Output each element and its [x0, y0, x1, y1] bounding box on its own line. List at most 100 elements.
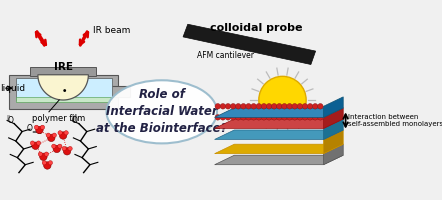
Circle shape	[215, 104, 221, 109]
Text: colloidal probe: colloidal probe	[210, 23, 303, 33]
Polygon shape	[324, 119, 343, 139]
Circle shape	[246, 115, 251, 120]
Circle shape	[32, 142, 39, 149]
Polygon shape	[9, 75, 118, 109]
Polygon shape	[324, 97, 343, 117]
Circle shape	[282, 115, 287, 120]
Circle shape	[53, 145, 61, 153]
Circle shape	[256, 115, 262, 120]
Polygon shape	[16, 78, 112, 100]
Circle shape	[34, 125, 38, 129]
Circle shape	[59, 132, 67, 139]
Circle shape	[259, 76, 306, 124]
Circle shape	[63, 89, 66, 92]
Circle shape	[271, 104, 277, 109]
Circle shape	[63, 148, 71, 155]
Polygon shape	[215, 144, 343, 154]
Text: Interaction between
self-assembled monolayers: Interaction between self-assembled monol…	[348, 114, 442, 127]
Polygon shape	[215, 108, 343, 117]
Circle shape	[307, 104, 313, 109]
Circle shape	[266, 115, 272, 120]
Text: polymer film: polymer film	[31, 114, 85, 123]
Circle shape	[48, 134, 55, 142]
Polygon shape	[183, 24, 316, 64]
Circle shape	[277, 115, 282, 120]
Circle shape	[52, 133, 57, 137]
Polygon shape	[324, 108, 343, 128]
Circle shape	[58, 144, 62, 148]
Circle shape	[58, 131, 62, 135]
Text: Role of
Interfacial Water
at the Biointerface?: Role of Interfacial Water at the Biointe…	[96, 88, 228, 135]
Text: ||: ||	[6, 115, 10, 120]
Circle shape	[240, 104, 246, 109]
Circle shape	[236, 104, 241, 109]
Polygon shape	[215, 155, 343, 165]
Circle shape	[312, 115, 318, 120]
Circle shape	[40, 125, 45, 129]
Circle shape	[230, 115, 236, 120]
Circle shape	[40, 153, 47, 160]
Circle shape	[307, 115, 313, 120]
Circle shape	[44, 162, 51, 169]
Circle shape	[48, 161, 53, 165]
Circle shape	[42, 161, 46, 165]
Circle shape	[266, 104, 272, 109]
Circle shape	[297, 115, 303, 120]
Circle shape	[240, 115, 246, 120]
Circle shape	[230, 104, 236, 109]
Text: O: O	[72, 116, 78, 125]
Circle shape	[30, 141, 34, 145]
Text: AFM cantilever: AFM cantilever	[197, 51, 254, 60]
Text: IRE: IRE	[53, 62, 72, 72]
Circle shape	[215, 115, 221, 120]
Circle shape	[36, 141, 41, 145]
Circle shape	[251, 115, 256, 120]
Circle shape	[225, 104, 231, 109]
Circle shape	[287, 104, 292, 109]
Text: =O: =O	[31, 129, 43, 135]
Circle shape	[261, 104, 267, 109]
Circle shape	[277, 104, 282, 109]
Text: O: O	[8, 116, 13, 125]
Circle shape	[38, 152, 42, 156]
Polygon shape	[324, 144, 343, 165]
Circle shape	[302, 104, 308, 109]
Circle shape	[62, 146, 66, 151]
Circle shape	[297, 104, 303, 109]
Polygon shape	[103, 86, 130, 97]
Circle shape	[302, 115, 308, 120]
Circle shape	[68, 146, 72, 151]
Circle shape	[292, 104, 297, 109]
Polygon shape	[30, 67, 96, 76]
Circle shape	[36, 126, 43, 134]
Polygon shape	[16, 97, 112, 102]
Circle shape	[256, 104, 262, 109]
Circle shape	[292, 115, 297, 120]
Circle shape	[220, 115, 226, 120]
Ellipse shape	[107, 80, 217, 143]
Text: liquid: liquid	[0, 84, 25, 93]
Circle shape	[246, 104, 251, 109]
Circle shape	[225, 115, 231, 120]
Polygon shape	[38, 75, 88, 100]
Polygon shape	[215, 130, 343, 139]
Circle shape	[261, 115, 267, 120]
Circle shape	[282, 104, 287, 109]
Text: ||: ||	[71, 115, 76, 120]
Circle shape	[318, 115, 323, 120]
Polygon shape	[215, 119, 343, 128]
Circle shape	[236, 115, 241, 120]
Text: O: O	[26, 124, 32, 133]
Circle shape	[271, 115, 277, 120]
Circle shape	[44, 152, 49, 156]
Polygon shape	[324, 130, 343, 154]
Circle shape	[318, 104, 323, 109]
Circle shape	[287, 115, 292, 120]
Circle shape	[52, 144, 56, 148]
Text: IR beam: IR beam	[93, 26, 130, 35]
Circle shape	[220, 104, 226, 109]
Circle shape	[64, 131, 68, 135]
Circle shape	[251, 104, 256, 109]
Circle shape	[312, 104, 318, 109]
Circle shape	[46, 133, 50, 137]
